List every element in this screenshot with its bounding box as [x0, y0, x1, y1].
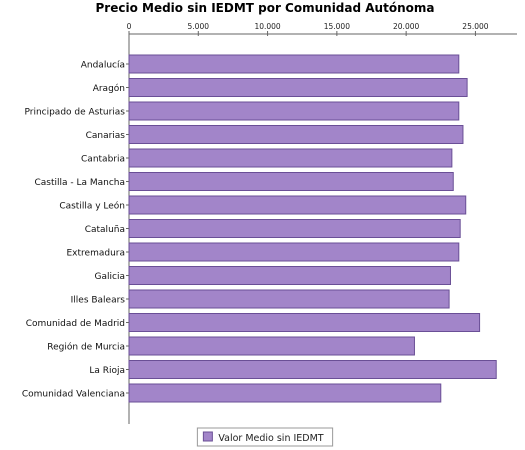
x-axis: 0 5.000 10.000 15.000 20.000 25.000 [127, 22, 517, 424]
category-label: Illes Balears [71, 296, 126, 306]
category-label: Galicia [95, 272, 125, 282]
category-label: Región de Murcia [47, 342, 125, 353]
x-tick-label: 25.000 [462, 22, 488, 31]
bars [128, 54, 497, 403]
category-label: Canarias [86, 131, 126, 141]
bar [128, 101, 460, 121]
bar [128, 360, 497, 379]
category-label: Principado de Asturias [24, 108, 125, 118]
category-label: Extremadura [67, 249, 126, 259]
category-label: Comunidad de Madrid [26, 319, 125, 329]
bar [128, 172, 454, 191]
bar [128, 266, 451, 285]
x-tick-label: 15.000 [324, 22, 350, 31]
chart-title: Precio Medio sin IEDMT por Comunidad Aut… [96, 1, 435, 15]
legend-label: Valor Medio sin IEDMT [218, 433, 323, 444]
bar [128, 313, 481, 332]
category-label: Aragón [93, 83, 125, 94]
category-label: Cantabria [81, 155, 125, 165]
bar [128, 54, 460, 74]
x-tick-label: 0 [127, 22, 132, 31]
category-label: Cataluña [85, 225, 125, 235]
bar [128, 383, 442, 403]
legend: Valor Medio sin IEDMT [196, 427, 334, 447]
bar [128, 125, 464, 144]
category-label: Castilla y León [59, 201, 125, 212]
bar [128, 78, 468, 97]
legend-box [196, 427, 334, 447]
x-tick-label: 10.000 [254, 22, 280, 31]
bar [128, 289, 450, 309]
category-label: Andalucía [81, 61, 125, 71]
category-label: La Rioja [89, 366, 125, 376]
x-tick-label: 20.000 [393, 22, 419, 31]
bar [128, 195, 467, 215]
bar [128, 148, 453, 168]
legend-swatch [202, 431, 213, 442]
category-label: Castilla - La Mancha [34, 178, 125, 188]
x-tick-label: 5.000 [188, 22, 210, 31]
category-label: Comunidad Valenciana [22, 390, 125, 400]
bar [128, 219, 461, 238]
bar [128, 242, 460, 262]
bar [128, 336, 415, 356]
category-labels: Andalucía Aragón Principado de Asturias Can… [22, 61, 129, 400]
